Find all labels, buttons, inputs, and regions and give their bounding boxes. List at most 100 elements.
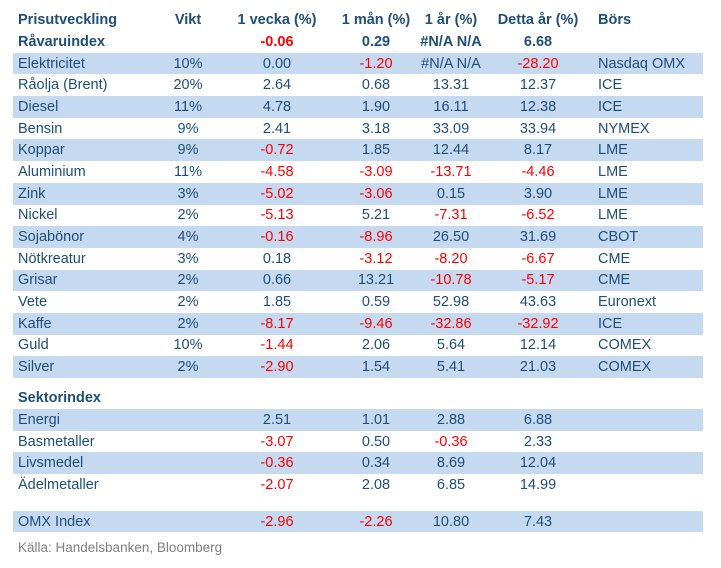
cell-1-ar: -13.71 xyxy=(430,163,472,180)
table-row: Kaffe 2% -8.17 -9.46 -32.86 -32.92 ICE xyxy=(13,312,703,335)
cell-name: Livsmedel xyxy=(13,452,158,475)
cell-name: Kaffe xyxy=(13,312,158,335)
cell-1-vecka: 1.85 xyxy=(262,294,292,311)
cell-1-ar: 5.41 xyxy=(416,356,486,378)
cell-bors: LME xyxy=(590,182,703,205)
spacer-row xyxy=(13,378,703,386)
cell-detta-ar: 6.68 xyxy=(523,33,553,50)
cell-bors: LME xyxy=(598,163,628,180)
cell-1-man: -1.20 xyxy=(336,52,416,75)
cell-1-man: 5.21 xyxy=(361,207,391,224)
table-header-row: Prisutveckling Vikt 1 vecka (%) 1 mån (%) 1 … xyxy=(13,8,703,31)
col-header-1-vecka: 1 vecka (%) xyxy=(237,11,317,28)
cell-1-ar: 33.09 xyxy=(432,120,470,137)
cell-name: OMX Index xyxy=(13,510,158,533)
table-row: Zink 3% -5.02 -3.06 0.15 3.90 LME xyxy=(13,182,703,205)
cell-bors: ICE xyxy=(590,96,703,118)
cell-name: Sojabönor xyxy=(13,226,158,248)
cell-vikt: 2% xyxy=(158,312,218,335)
table-row: Råvaruindex -0.06 0.29 #N/A N/A 6.68 xyxy=(13,31,703,53)
cell-vikt: 9% xyxy=(158,139,218,162)
cell-detta-ar: 6.88 xyxy=(486,409,590,431)
cell-vikt: 20% xyxy=(173,77,203,94)
col-header-prisutveckling: Prisutveckling xyxy=(18,11,118,28)
cell-1-man: 13.21 xyxy=(336,269,416,292)
table-row: Ädelmetaller -2.07 2.08 6.85 14.99 xyxy=(13,474,703,496)
cell-1-ar: #N/A N/A xyxy=(416,52,486,75)
cell-1-man: 0.50 xyxy=(361,433,391,450)
cell-vikt xyxy=(158,452,218,475)
cell-1-ar: 12.44 xyxy=(416,139,486,162)
table-row: Energi 2.51 1.01 2.88 6.88 xyxy=(13,409,703,431)
cell-1-vecka: 2.41 xyxy=(262,120,292,137)
table-row: Aluminium 11% -4.58 -3.09 -13.71 -4.46 LME xyxy=(13,161,703,183)
cell-1-man: -8.96 xyxy=(336,226,416,248)
cell-bors: CBOT xyxy=(590,226,703,248)
cell-1-ar: 8.69 xyxy=(416,452,486,475)
cell-vikt xyxy=(158,474,218,496)
cell-1-ar: 10.80 xyxy=(416,510,486,533)
cell-detta-ar: 12.37 xyxy=(519,77,557,94)
cell-vikt xyxy=(158,31,218,53)
cell-vikt: 2% xyxy=(158,356,218,378)
cell-1-vecka: -2.07 xyxy=(260,476,294,493)
cell-name: Diesel xyxy=(13,96,158,118)
table-row: Nickel 2% -5.13 5.21 -7.31 -6.52 LME xyxy=(13,205,703,227)
cell-vikt: 3% xyxy=(158,182,218,205)
col-header-vikt: Vikt xyxy=(174,11,202,28)
cell-1-man: -3.12 xyxy=(359,250,393,267)
cell-1-vecka: -5.13 xyxy=(260,207,294,224)
cell-name: Bensin xyxy=(18,120,63,137)
cell-1-vecka: -0.36 xyxy=(218,452,336,475)
table-row: Basmetaller -3.07 0.50 -0.36 2.33 xyxy=(13,431,703,453)
cell-vikt: 9% xyxy=(177,120,199,137)
table-row: Elektricitet 10% 0.00 -1.20 #N/A N/A -28.20 Na… xyxy=(13,52,703,75)
table-row: OMX Index -2.96 -2.26 10.80 7.43 xyxy=(13,510,703,533)
cell-vikt: 2% xyxy=(177,207,199,224)
cell-1-vecka: -0.72 xyxy=(218,139,336,162)
cell-detta-ar: 14.99 xyxy=(519,476,557,493)
cell-name: Energi xyxy=(13,409,158,431)
cell-vikt: 10% xyxy=(173,337,203,354)
cell-name: Vete xyxy=(18,294,48,311)
cell-name: Guld xyxy=(18,337,49,354)
cell-1-man: 0.29 xyxy=(361,33,391,50)
cell-1-ar: 52.98 xyxy=(432,294,470,311)
cell-name: Ädelmetaller xyxy=(18,476,99,493)
cell-detta-ar: 2.33 xyxy=(523,433,553,450)
cell-bors: ICE xyxy=(598,77,623,94)
cell-bors xyxy=(590,409,703,431)
cell-vikt: 11% xyxy=(158,96,218,118)
cell-1-man: 0.68 xyxy=(361,77,391,94)
cell-1-ar: 2.88 xyxy=(416,409,486,431)
cell-detta-ar: -32.92 xyxy=(486,312,590,335)
cell-1-ar: 26.50 xyxy=(416,226,486,248)
cell-bors: Nasdaq OMX xyxy=(590,52,703,75)
cell-1-man: -2.26 xyxy=(336,510,416,533)
table-row: Diesel 11% 4.78 1.90 16.11 12.38 ICE xyxy=(13,96,703,118)
cell-detta-ar: 7.43 xyxy=(486,510,590,533)
cell-1-vecka: 0.66 xyxy=(218,269,336,292)
cell-bors xyxy=(590,431,703,453)
cell-1-man: 0.59 xyxy=(361,294,391,311)
cell-bors: LME xyxy=(590,139,703,162)
cell-bors: CME xyxy=(598,250,631,267)
table-row: Koppar 9% -0.72 1.85 12.44 8.17 LME xyxy=(13,139,703,162)
cell-1-vecka: -5.02 xyxy=(218,182,336,205)
cell-1-ar: -7.31 xyxy=(434,207,468,224)
cell-1-ar: -0.36 xyxy=(434,433,468,450)
table-row: Silver 2% -2.90 1.54 5.41 21.03 COMEX xyxy=(13,356,703,378)
cell-detta-ar: 43.63 xyxy=(519,294,557,311)
cell-vikt: 10% xyxy=(158,52,218,75)
cell-name: Silver xyxy=(13,356,158,378)
table-row: Råolja (Brent) 20% 2.64 0.68 13.31 12.37 ICE xyxy=(13,74,703,96)
cell-bors xyxy=(590,474,703,496)
table-body: Råvaruindex -0.06 0.29 #N/A N/A 6.68 Elektric… xyxy=(13,31,703,533)
cell-1-ar: 5.64 xyxy=(436,337,466,354)
cell-detta-ar: -4.46 xyxy=(521,163,555,180)
cell-detta-ar: 8.17 xyxy=(486,139,590,162)
cell-1-ar: 0.15 xyxy=(416,182,486,205)
source-note: Källa: Handelsbanken, Bloomberg xyxy=(18,540,223,556)
cell-1-ar: 16.11 xyxy=(416,96,486,118)
cell-1-man: 0.34 xyxy=(336,452,416,475)
